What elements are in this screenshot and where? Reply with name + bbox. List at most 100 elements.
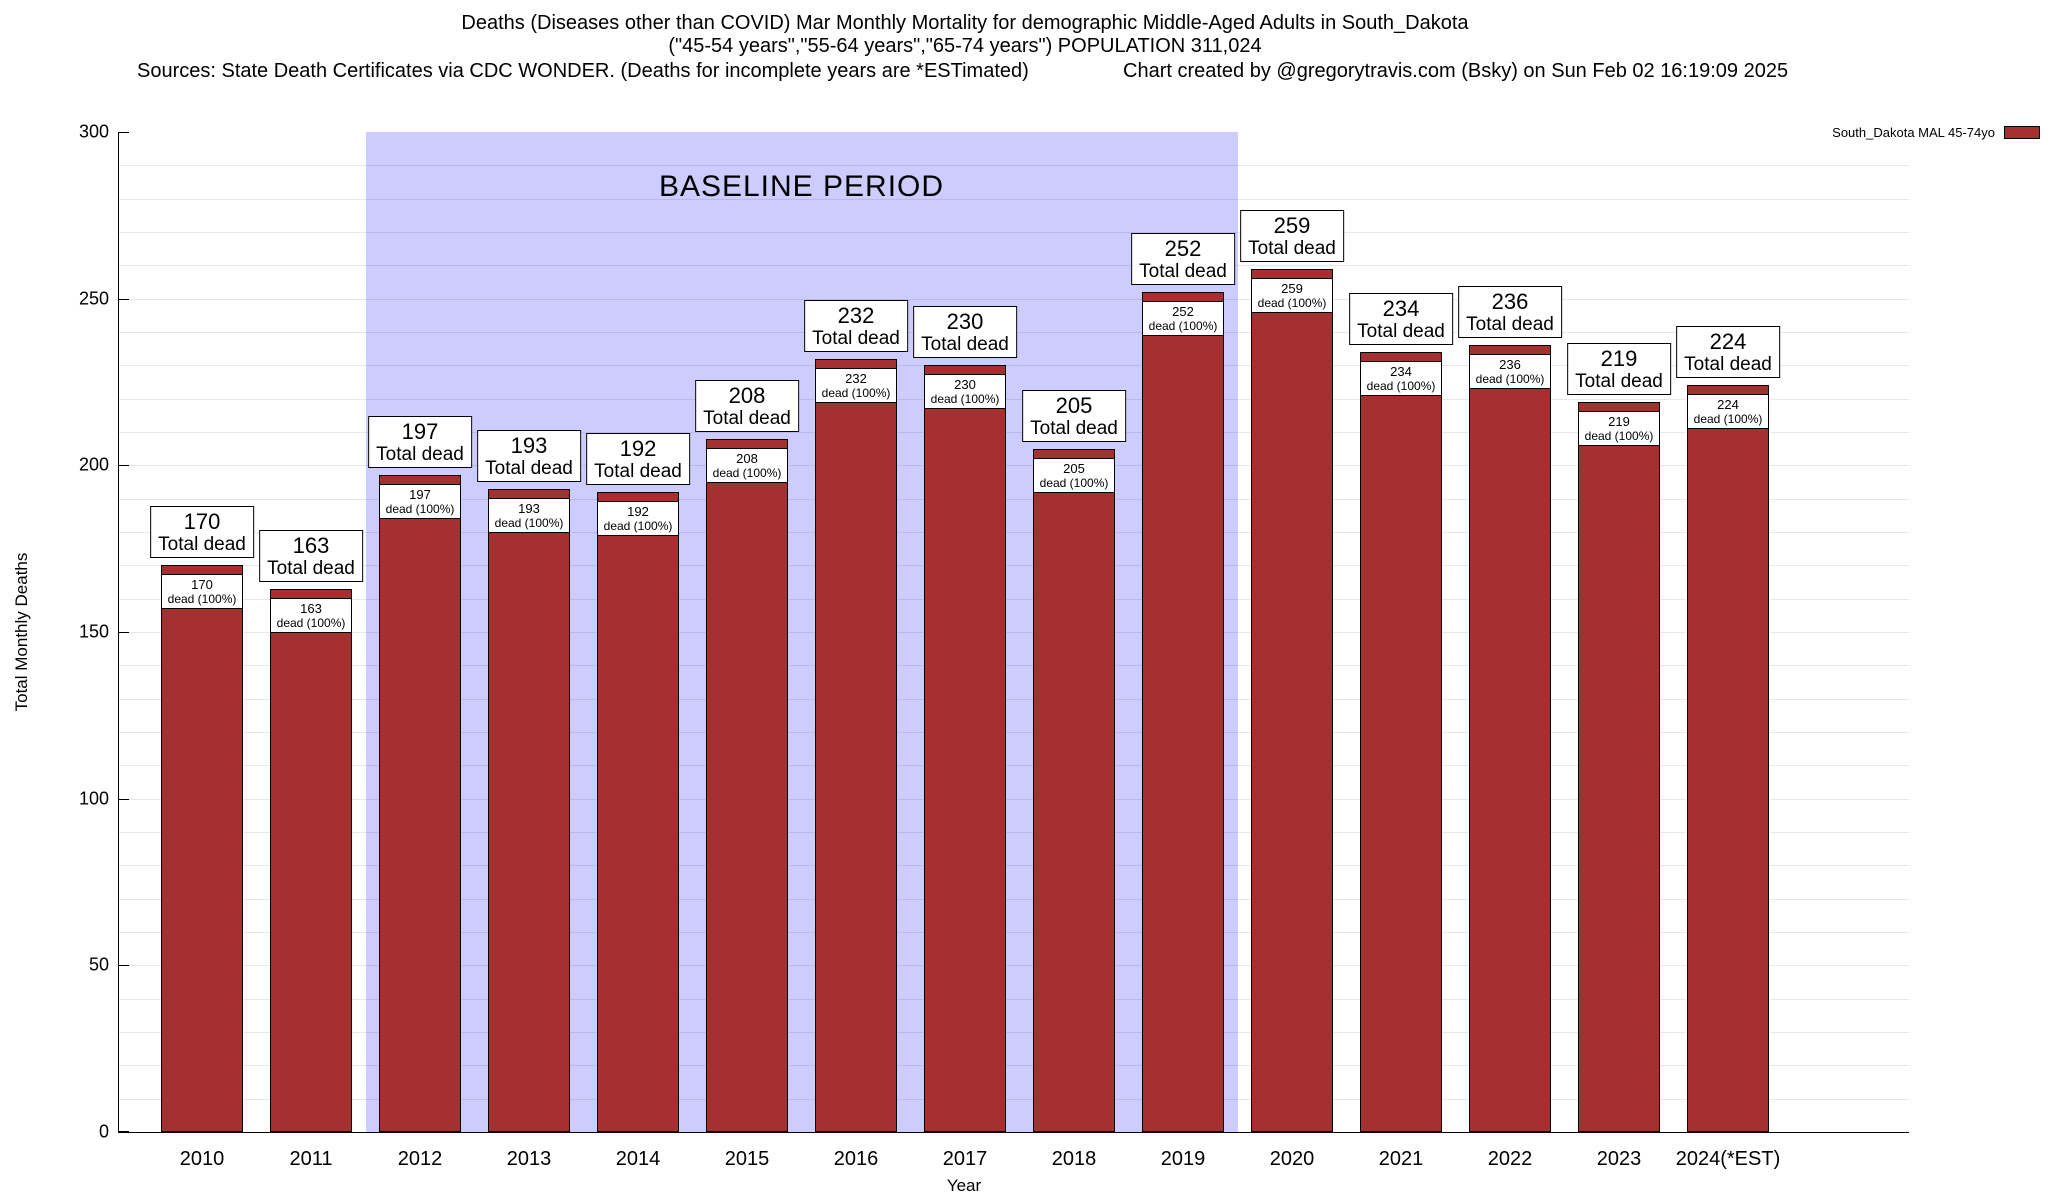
x-tick-label: 2022 (1487, 1148, 1533, 1170)
x-tick-label: 2015 (724, 1148, 770, 1170)
x-tick-label: 2014 (615, 1148, 661, 1170)
bar-total-suffix: Total dead (376, 444, 464, 466)
bar-total-label: 252 Total dead (1131, 233, 1235, 285)
bar-total-label: 193 Total dead (477, 429, 581, 482)
bar-total-suffix: Total dead (1357, 321, 1445, 342)
bar-total-value: 259 (1273, 212, 1311, 238)
x-tick-label: 2013 (506, 1148, 552, 1170)
bar-inner-suffix: dead (100%) (167, 592, 237, 607)
y-tick-label: 150 (78, 621, 109, 642)
chart-title-line2: ("45-54 years","55-64 years","65-74 year… (668, 35, 1262, 57)
bar-inner-label: 170 dead (100%) (161, 574, 243, 610)
bar-total-label: 259 Total dead (1240, 209, 1344, 262)
gridline (119, 632, 1909, 633)
gridline (119, 498, 1909, 500)
plot-area: BASELINE PERIOD 0 50 100 150 200 250 300 170 Tota… (79, 122, 1909, 1170)
chart-header: Deaths (Diseases other than COVID) Mar M… (0, 12, 1930, 82)
bar-total-suffix: Total dead (1030, 417, 1118, 439)
bar-total-label: 230 Total dead (913, 306, 1017, 359)
bar-total-label: 197 Total dead (368, 416, 472, 469)
gridline (119, 198, 1909, 200)
bar-inner-suffix: dead (100%) (1584, 429, 1654, 443)
bar-total-label: 205 Total dead (1022, 389, 1126, 442)
chart-title-line1: Deaths (Diseases other than COVID) Mar M… (461, 12, 1469, 34)
bar-inner-value: 170 (191, 577, 213, 593)
bar-inner-label: 230 dead (100%) (924, 374, 1006, 410)
y-tick-label: 300 (78, 121, 109, 142)
bar-total-value: 230 (946, 309, 984, 335)
bar-inner-suffix: dead (100%) (930, 392, 1000, 407)
bar-inner-suffix: dead (100%) (1257, 295, 1327, 310)
gridline (119, 298, 1909, 300)
bar-inner-value: 224 (1717, 397, 1739, 413)
bar-total-value: 236 (1491, 289, 1529, 315)
bar: 163 Total dead 163 dead (100%) (259, 529, 363, 1132)
bar-total-value: 170 (183, 509, 221, 535)
gridline (119, 832, 1909, 833)
gridline (119, 1032, 1909, 1033)
bar-inner-suffix: dead (100%) (712, 465, 782, 480)
gridline (119, 398, 1909, 400)
x-tick-label: 2020 (1269, 1148, 1315, 1170)
bar-total-label: 192 Total dead (586, 433, 690, 485)
gridline (119, 965, 1909, 967)
bar-total-label: 208 Total dead (695, 379, 799, 432)
bar-total-suffix: Total dead (594, 461, 682, 482)
bar-inner-label: 205 dead (100%) (1033, 457, 1115, 493)
bar-total-label: 170 Total dead (150, 506, 254, 559)
gridline (119, 532, 1909, 533)
y-tick-mark (119, 965, 129, 967)
bar: 170 Total dead 170 dead (100%) (150, 506, 254, 1132)
y-tick-mark (119, 632, 129, 633)
y-tick-mark (119, 298, 129, 300)
gridline (119, 365, 1909, 367)
x-tick-label: 2023 (1596, 1148, 1642, 1170)
bar-total-suffix: Total dead (1139, 261, 1227, 282)
bar-inner-value: 197 (409, 487, 431, 503)
gridline (119, 898, 1909, 900)
bar-total-label: 224 Total dead (1676, 326, 1780, 379)
bar-total-suffix: Total dead (1248, 237, 1336, 259)
gridline (119, 665, 1909, 667)
gridline (119, 732, 1909, 733)
bar-inner-label: 234 dead (100%) (1360, 361, 1442, 396)
bar-total-value: 252 (1164, 236, 1202, 261)
bar-total-value: 232 (837, 302, 875, 328)
bar-inner-value: 232 (845, 370, 867, 386)
bar-total-value: 163 (292, 532, 330, 558)
bar-total-suffix: Total dead (485, 457, 573, 479)
bar-total-value: 208 (728, 382, 766, 408)
x-tick-label: 2018 (1051, 1148, 1097, 1170)
bar-total-suffix: Total dead (158, 534, 246, 556)
bar-inner-label: 219 dead (100%) (1578, 411, 1660, 446)
x-tick-label: 2017 (942, 1148, 988, 1170)
bar-inner-value: 192 (627, 504, 649, 519)
x-tick-label: 2012 (397, 1148, 443, 1170)
bar-total-label: 236 Total dead (1458, 286, 1562, 339)
y-tick-label: 100 (78, 788, 109, 809)
credit-note: Chart created by @gregorytravis.com (Bsk… (1123, 60, 1789, 82)
bar: 205 Total dead 205 dead (100%) (1022, 389, 1126, 1132)
bar-inner-suffix: dead (100%) (385, 502, 455, 517)
bar-inner-label: 193 dead (100%) (488, 497, 570, 533)
bar-total-suffix: Total dead (1575, 371, 1663, 392)
x-tick-label: 2021 (1378, 1148, 1424, 1170)
gridline (119, 1098, 1909, 1100)
legend: South_Dakota MAL 45-74yo (1832, 125, 2040, 140)
bar-inner-value: 236 (1499, 357, 1521, 373)
bar-total-value: 197 (401, 419, 439, 445)
gridline (119, 265, 1909, 267)
gridline (119, 432, 1909, 433)
bar-total-suffix: Total dead (267, 557, 355, 579)
bar-inner-suffix: dead (100%) (821, 385, 891, 400)
bar-inner-value: 252 (1172, 304, 1194, 319)
y-axis-title: Total Monthly Deaths (12, 552, 31, 712)
gridline (119, 765, 1909, 767)
x-tick-label: 2019 (1160, 1148, 1206, 1170)
bar: 259 Total dead 259 dead (100%) (1240, 209, 1344, 1132)
bar: 193 Total dead 193 dead (100%) (477, 429, 581, 1132)
baseline-period-label: BASELINE PERIOD (658, 170, 945, 203)
bar-inner-suffix: dead (100%) (276, 615, 346, 630)
x-tick-label: 2016 (833, 1148, 879, 1170)
bar-total-value: 224 (1709, 329, 1747, 355)
